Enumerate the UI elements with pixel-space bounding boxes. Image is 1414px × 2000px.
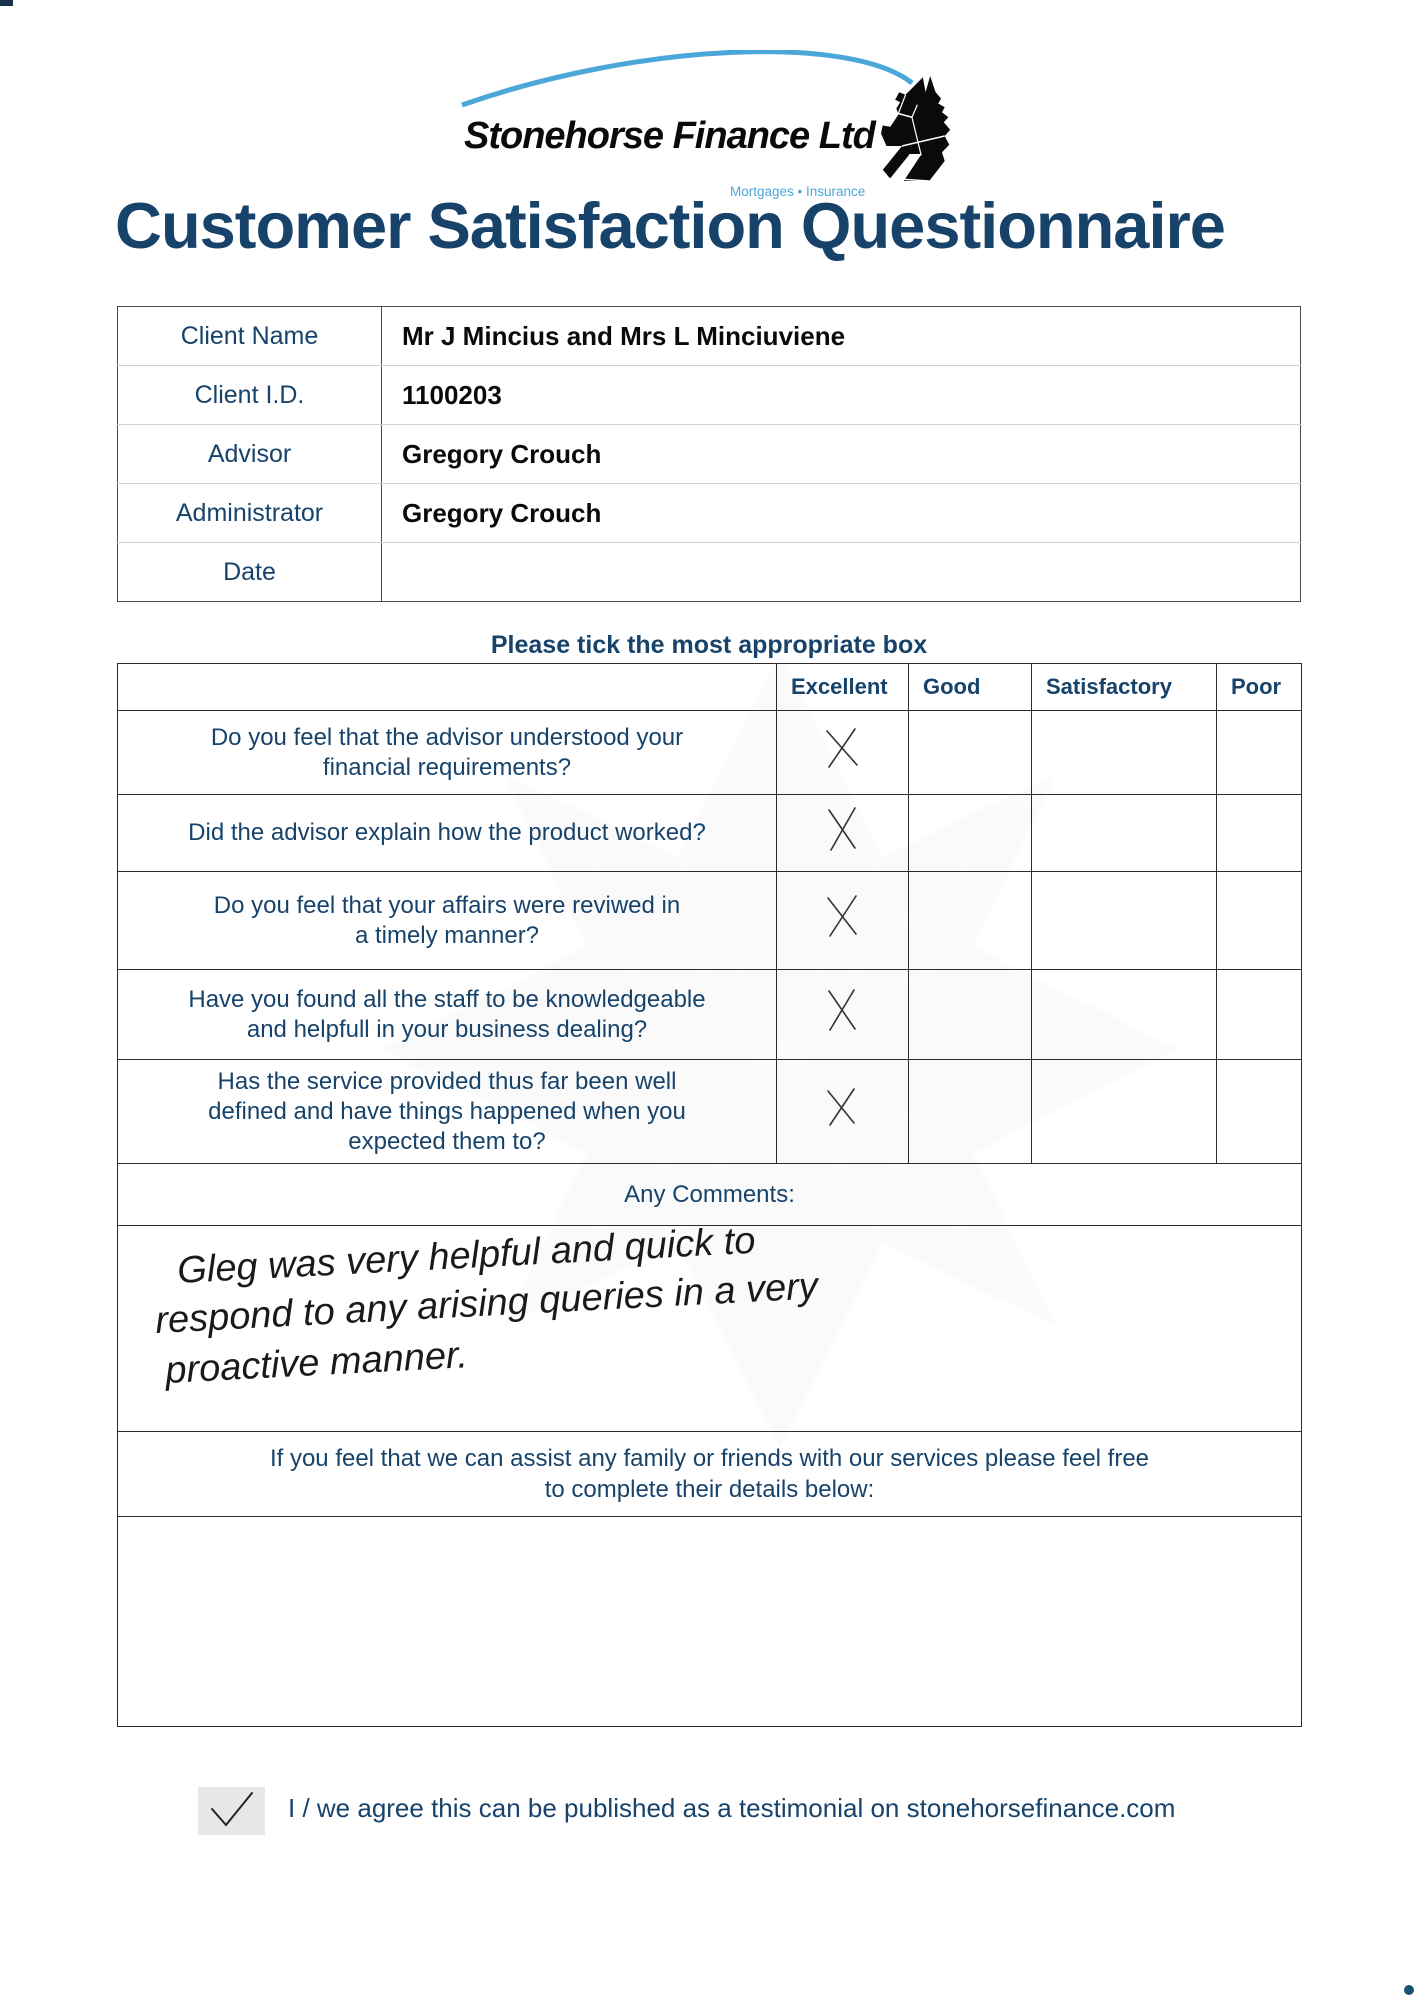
svg-text:proactive manner.: proactive manner. <box>163 1334 469 1392</box>
svg-text:Stonehorse Finance Ltd: Stonehorse Finance Ltd <box>464 115 877 157</box>
